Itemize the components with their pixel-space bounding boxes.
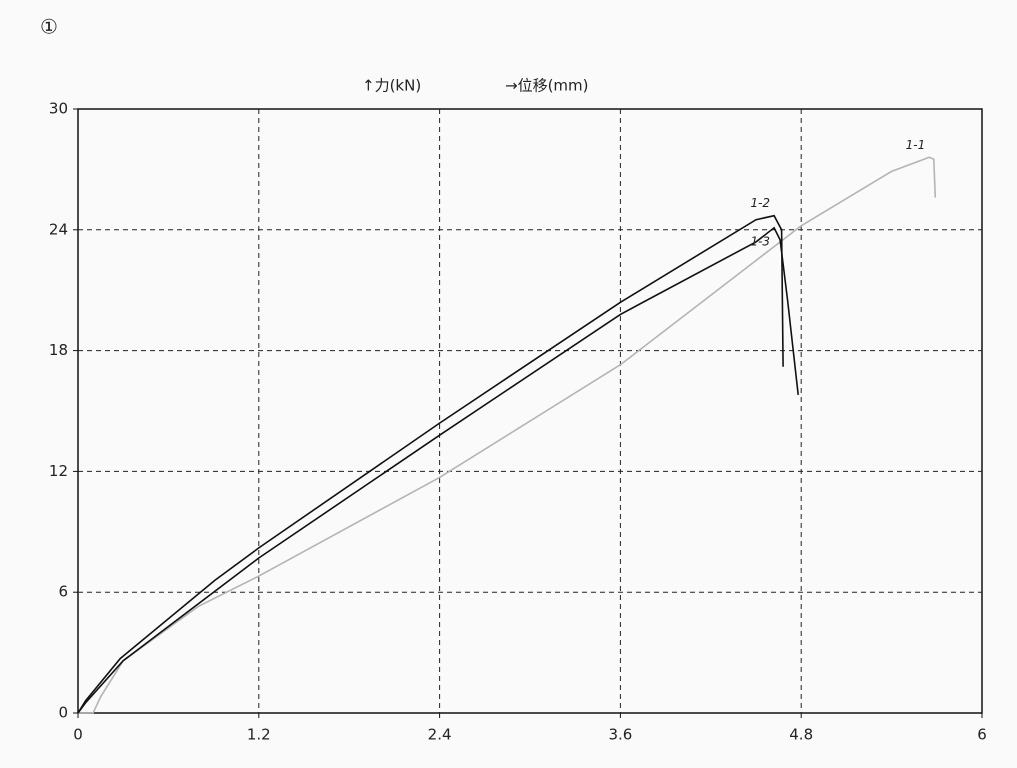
x-tick-label: 4.8 [789,726,813,744]
x-tick-label: 0 [73,726,83,744]
y-axis-label: ↑力(kN) [362,77,421,95]
plot-frame [77,108,983,714]
x-tick-label: 3.6 [608,726,632,744]
x-axis-label: →位移(mm) [505,77,589,95]
y-tick-label: 30 [49,100,68,118]
x-tick-label: 1.2 [247,726,271,744]
series-label: 1-1 [906,138,926,152]
x-tick-label: 6 [977,726,987,744]
series-line [77,214,784,714]
series-label: 1-2 [750,196,770,210]
y-tick-label: 18 [49,341,68,359]
y-tick-label: 24 [49,220,68,238]
annotation: ① [40,15,58,39]
series-line [78,156,937,714]
y-tick-label: 6 [58,583,68,601]
series-line [77,226,799,714]
y-tick-label: 12 [49,462,68,480]
series-label: 1-3 [750,234,770,248]
y-tick-label: 0 [58,704,68,722]
x-tick-label: 2.4 [428,726,452,744]
